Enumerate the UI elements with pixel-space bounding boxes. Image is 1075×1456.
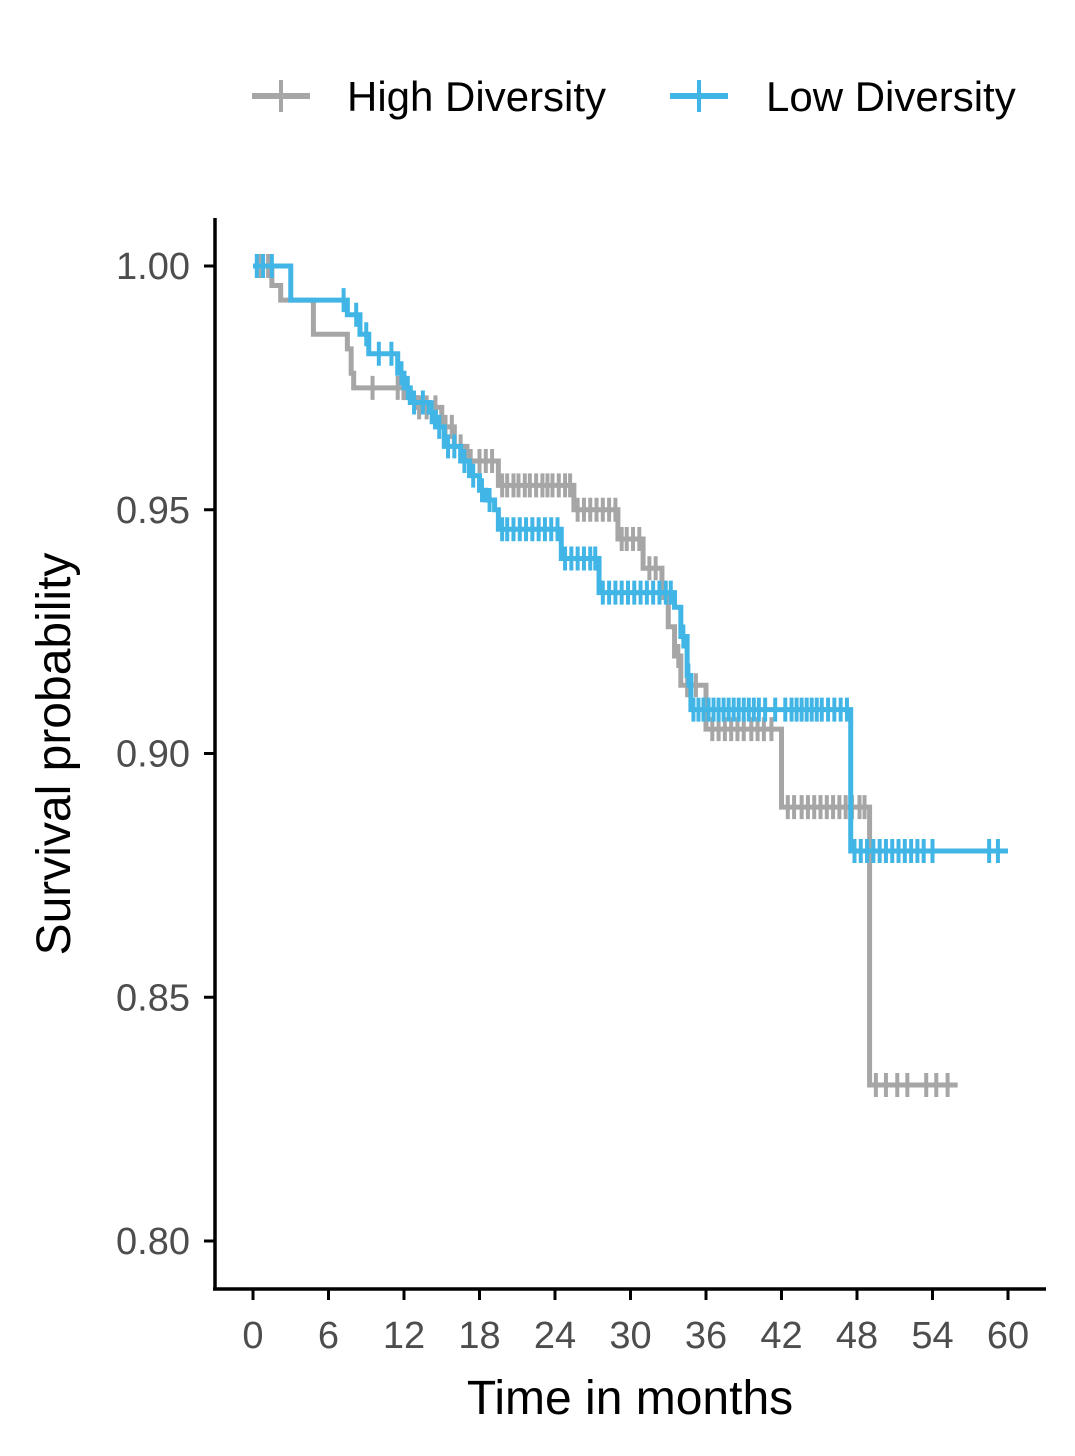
survival-curve-low-diversity: [253, 263, 1008, 854]
legend-label-high-diversity: High Diversity: [347, 73, 606, 120]
y-tick-label: 0.85: [116, 977, 190, 1019]
x-tick-label: 6: [318, 1315, 339, 1357]
x-tick-label: 18: [458, 1315, 500, 1357]
legend: High Diversity Low Diversity: [252, 73, 1016, 120]
series-high-diversity: [253, 254, 958, 1097]
x-axis-ticks: 0 6 12 18 24 30 36 42 48 54 60: [242, 1289, 1029, 1357]
y-tick-label: 0.90: [116, 734, 190, 776]
y-tick-label: 0.95: [116, 490, 190, 532]
x-tick-label: 36: [685, 1315, 727, 1357]
x-axis-title: Time in months: [467, 1372, 793, 1425]
y-tick-label: 1.00: [116, 246, 190, 288]
legend-item-low-diversity: Low Diversity: [670, 73, 1016, 120]
y-tick-label: 0.80: [116, 1221, 190, 1263]
legend-label-low-diversity: Low Diversity: [766, 73, 1016, 120]
x-tick-label: 30: [609, 1315, 651, 1357]
y-axis-title: Survival probability: [28, 553, 81, 956]
x-tick-label: 0: [242, 1315, 263, 1357]
y-axis-ticks: 0.80 0.85 0.90 0.95 1.00: [116, 246, 215, 1263]
legend-item-high-diversity: High Diversity: [252, 73, 606, 120]
x-tick-label: 54: [911, 1315, 953, 1357]
series-layer: [253, 254, 1008, 1097]
series-low-diversity: [253, 254, 1008, 863]
x-tick-label: 24: [534, 1315, 576, 1357]
x-tick-label: 48: [836, 1315, 878, 1357]
plot-area: [253, 254, 1008, 1097]
survival-curve-high-diversity: [253, 263, 958, 1088]
x-tick-label: 60: [987, 1315, 1029, 1357]
x-tick-label: 42: [760, 1315, 802, 1357]
x-tick-label: 12: [383, 1315, 425, 1357]
